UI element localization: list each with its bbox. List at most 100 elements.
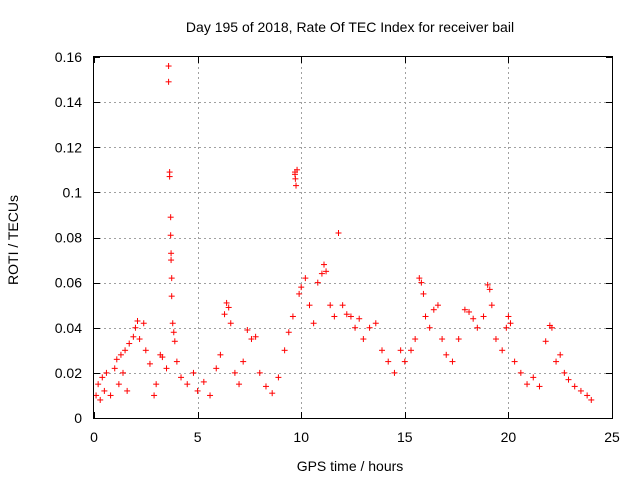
y-tick-labels: 0 0.02 0.04 0.06 0.08 0.1 0.12 0.14 0.16: [55, 49, 82, 426]
data-point: [499, 347, 506, 354]
x-tick-label: 0: [90, 429, 98, 445]
data-point: [285, 329, 292, 336]
data-point: [178, 374, 185, 381]
data-point: [443, 351, 450, 358]
data-point: [130, 333, 137, 340]
data-point: [347, 313, 354, 320]
data-point: [168, 293, 175, 300]
data-point: [151, 392, 158, 399]
data-point: [466, 308, 473, 315]
x-tick-label: 20: [501, 429, 517, 445]
data-point: [120, 369, 127, 376]
data-point: [306, 302, 313, 309]
data-point: [488, 302, 495, 309]
data-point: [173, 358, 180, 365]
y-tick-label: 0.14: [55, 94, 82, 110]
data-point: [95, 381, 102, 388]
data-point: [281, 347, 288, 354]
data-point: [170, 329, 177, 336]
data-point: [343, 311, 350, 318]
data-point: [231, 369, 238, 376]
y-tick-label: 0.04: [55, 320, 82, 336]
data-point: [503, 324, 510, 331]
data-point: [256, 369, 263, 376]
data-point: [385, 358, 392, 365]
data-point: [412, 336, 419, 343]
data-point: [140, 320, 147, 327]
data-point: [227, 320, 234, 327]
data-point: [107, 392, 114, 399]
data-point: [159, 354, 166, 361]
data-point: [223, 299, 230, 306]
x-axis-label: GPS time / hours: [297, 458, 404, 474]
x-tick-label: 10: [293, 429, 309, 445]
plot-frame: [93, 56, 613, 419]
data-point: [166, 173, 173, 180]
data-point: [262, 383, 269, 390]
data-point: [207, 392, 214, 399]
data-point: [126, 340, 133, 347]
data-point: [113, 356, 120, 363]
data-point: [418, 279, 425, 286]
data-point: [163, 365, 170, 372]
data-point: [356, 315, 363, 322]
data-point: [536, 383, 543, 390]
data-point: [339, 302, 346, 309]
data-point: [225, 304, 232, 311]
data-point: [153, 381, 160, 388]
data-point: [484, 281, 491, 288]
data-point: [323, 268, 330, 275]
data-point: [511, 358, 518, 365]
data-point: [318, 270, 325, 277]
data-point: [408, 347, 415, 354]
data-point: [331, 313, 338, 320]
data-point: [588, 396, 595, 403]
data-point: [165, 63, 172, 70]
data-point: [168, 250, 175, 257]
data-point: [168, 257, 175, 264]
data-point: [190, 369, 197, 376]
data-point: [422, 313, 429, 320]
data-point: [571, 383, 578, 390]
data-point: [492, 336, 499, 343]
data-point: [517, 369, 524, 376]
data-point: [366, 324, 373, 331]
data-point: [289, 313, 296, 320]
x-tick-label: 15: [397, 429, 413, 445]
data-point: [416, 275, 423, 282]
data-point: [115, 381, 122, 388]
data-point: [248, 336, 255, 343]
data-point: [470, 315, 477, 322]
data-point: [548, 324, 555, 331]
data-point: [134, 317, 141, 324]
data-point: [335, 229, 342, 236]
data-point: [252, 333, 259, 340]
data-point: [577, 387, 584, 394]
data-point: [167, 214, 174, 221]
data-point: [530, 374, 537, 381]
data-point: [200, 378, 207, 385]
x-tick-labels: 0 5 10 15 20 25: [90, 429, 620, 445]
y-tick-label: 0.1: [63, 184, 83, 200]
data-point: [314, 279, 321, 286]
data-point: [461, 306, 468, 313]
data-point: [168, 275, 175, 282]
data-point: [244, 327, 251, 334]
y-tick-label: 0.02: [55, 365, 82, 381]
data-point: [275, 374, 282, 381]
data-point: [379, 347, 386, 354]
data-point: [474, 324, 481, 331]
data-point: [584, 392, 591, 399]
y-tick-label: 0.08: [55, 230, 82, 246]
x-tick-label: 25: [604, 429, 620, 445]
data-point: [397, 347, 404, 354]
y-axis-label: ROTI / TECUs: [5, 195, 21, 285]
data-point: [111, 365, 118, 372]
data-point: [122, 347, 129, 354]
data-markers: [93, 63, 595, 403]
y-tick-label: 0: [74, 410, 82, 426]
data-point: [542, 338, 549, 345]
data-point: [391, 369, 398, 376]
data-point: [101, 387, 108, 394]
